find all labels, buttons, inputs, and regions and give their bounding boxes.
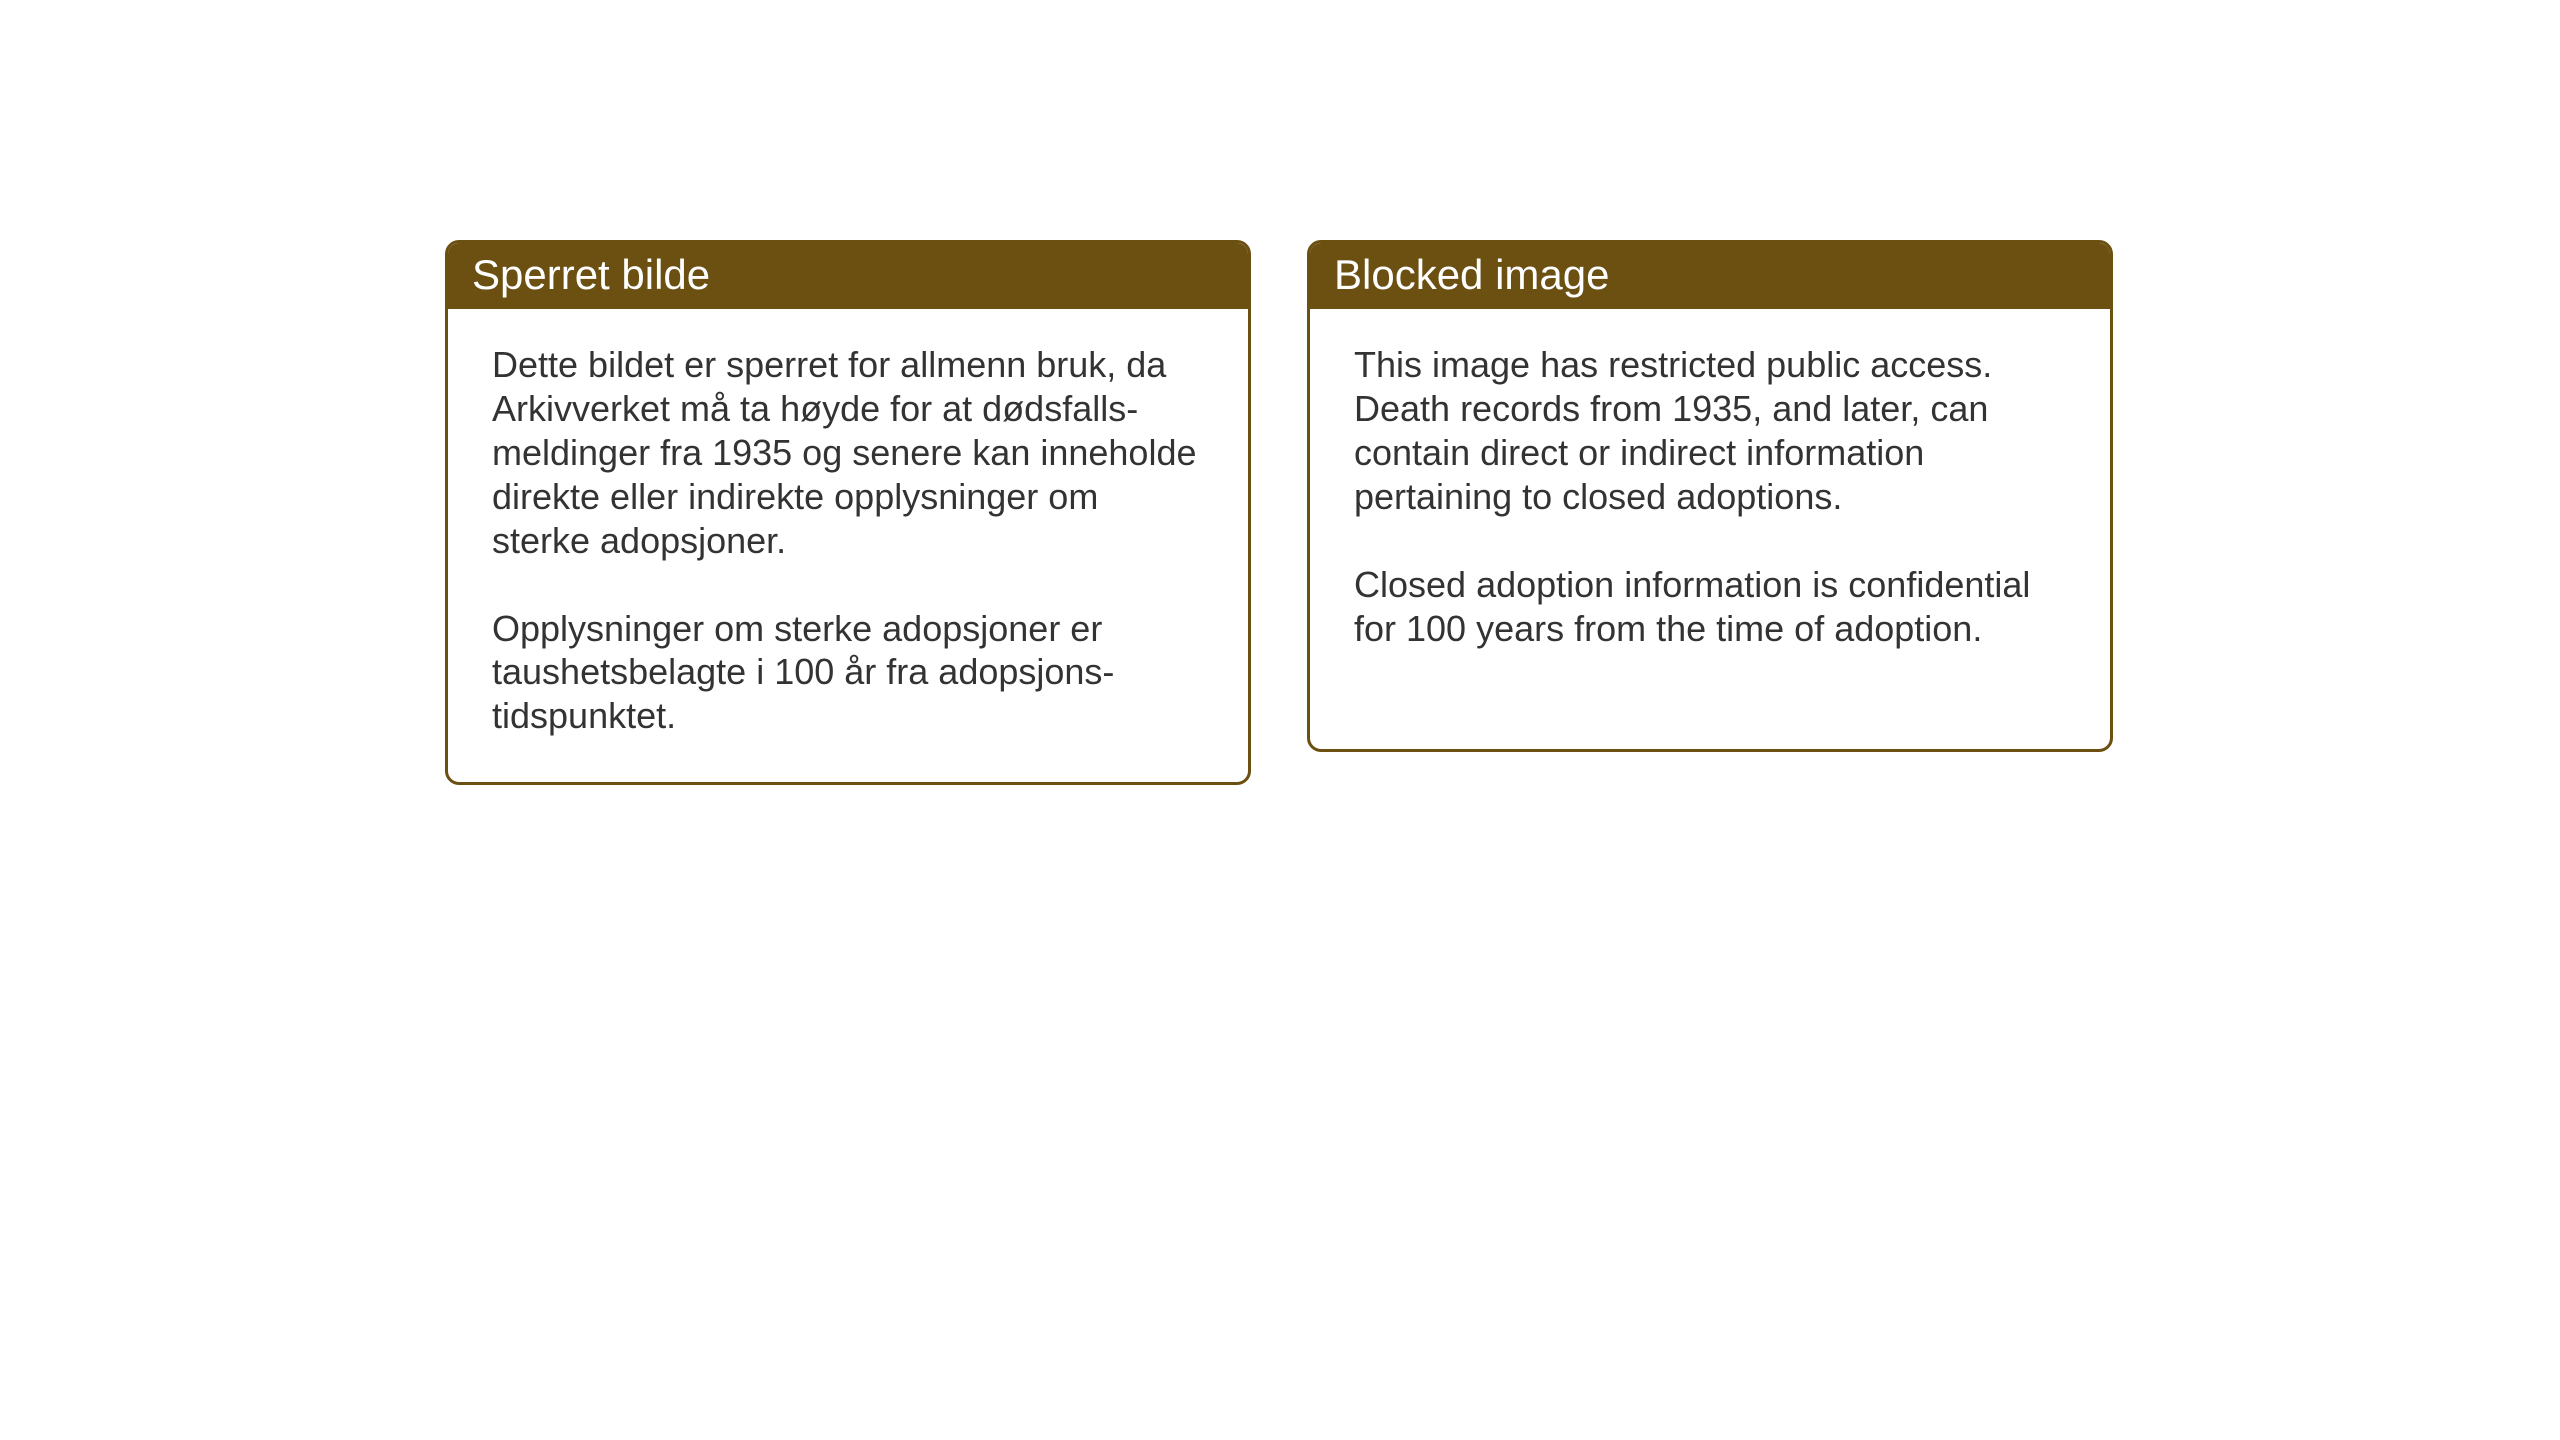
norwegian-card-body: Dette bildet er sperret for allmenn bruk… bbox=[448, 309, 1248, 782]
english-notice-card: Blocked image This image has restricted … bbox=[1307, 240, 2113, 752]
norwegian-paragraph-2: Opplysninger om sterke adopsjoner er tau… bbox=[492, 607, 1204, 739]
english-card-body: This image has restricted public access.… bbox=[1310, 309, 2110, 694]
cards-container: Sperret bilde Dette bildet er sperret fo… bbox=[445, 240, 2113, 785]
norwegian-card-header: Sperret bilde bbox=[448, 243, 1248, 309]
norwegian-notice-card: Sperret bilde Dette bildet er sperret fo… bbox=[445, 240, 1251, 785]
norwegian-paragraph-1: Dette bildet er sperret for allmenn bruk… bbox=[492, 343, 1204, 563]
english-card-header: Blocked image bbox=[1310, 243, 2110, 309]
english-paragraph-1: This image has restricted public access.… bbox=[1354, 343, 2066, 519]
english-paragraph-2: Closed adoption information is confident… bbox=[1354, 563, 2066, 651]
